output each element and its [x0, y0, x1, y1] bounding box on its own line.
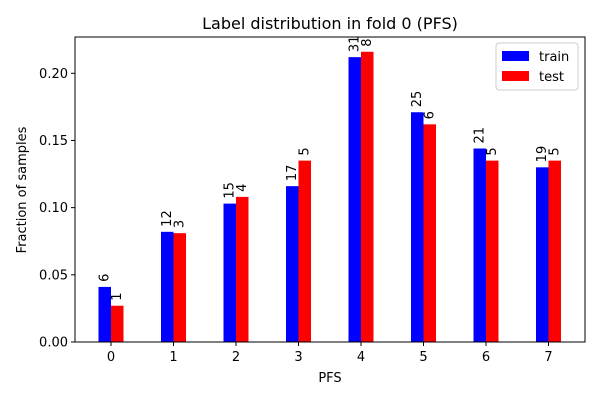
- count-label-test-2: 4: [235, 184, 250, 192]
- bar-train-4: [348, 57, 361, 343]
- count-label-train-0: 6: [98, 274, 113, 282]
- bar-test-4: [361, 51, 374, 343]
- count-label-train-5: 25: [410, 91, 425, 108]
- bar-train-7: [536, 167, 549, 342]
- bar-test-6: [486, 160, 499, 342]
- bar-test-7: [548, 160, 561, 342]
- y-axis-label: Fraction of samples: [15, 126, 30, 253]
- count-label-train-1: 12: [160, 210, 175, 227]
- count-label-train-6: 21: [473, 127, 488, 144]
- y-tick-label-0.10: 0.10: [39, 201, 68, 216]
- bar-train-1: [161, 231, 174, 342]
- x-tick-label-7: 7: [544, 350, 552, 365]
- bar-train-5: [411, 112, 424, 342]
- x-tick-label-6: 6: [482, 350, 490, 365]
- count-label-test-7: 5: [548, 147, 563, 155]
- y-tick-label-0.00: 0.00: [39, 336, 68, 351]
- count-label-test-4: 8: [360, 38, 375, 46]
- legend: train test: [495, 42, 579, 91]
- count-label-train-4: 31: [348, 36, 363, 53]
- bar-train-2: [223, 203, 236, 342]
- count-label-test-3: 5: [298, 147, 313, 155]
- count-label-test-0: 1: [110, 292, 125, 300]
- count-label-test-6: 5: [485, 147, 500, 155]
- x-tick-label-4: 4: [357, 350, 365, 365]
- x-tick-label-0: 0: [107, 350, 115, 365]
- x-axis-label: PFS: [318, 371, 341, 386]
- count-label-train-7: 19: [535, 146, 550, 163]
- bar-test-2: [236, 196, 249, 342]
- legend-label-train: train: [539, 50, 569, 65]
- legend-label-test: test: [539, 70, 564, 85]
- x-tick-label-5: 5: [419, 350, 427, 365]
- y-tick-label-0.15: 0.15: [39, 134, 68, 149]
- bar-train-3: [286, 186, 299, 342]
- bar-train-0: [98, 286, 111, 342]
- bar-test-0: [111, 305, 124, 342]
- count-label-test-5: 6: [423, 111, 438, 119]
- count-label-train-2: 15: [223, 182, 238, 199]
- legend-swatch-test: [502, 71, 529, 81]
- x-tick-label-1: 1: [169, 350, 177, 365]
- y-tick-label-0.05: 0.05: [39, 268, 68, 283]
- bar-train-6: [473, 148, 486, 342]
- legend-swatch-train: [502, 51, 529, 61]
- y-tick-label-0.20: 0.20: [39, 67, 68, 82]
- count-label-test-1: 3: [173, 220, 188, 228]
- x-tick-label-2: 2: [232, 350, 240, 365]
- bar-test-3: [298, 160, 311, 342]
- chart-title: Label distribution in fold 0 (PFS): [202, 14, 458, 33]
- count-label-train-3: 17: [285, 165, 300, 182]
- bar-test-5: [423, 124, 436, 342]
- plot-frame: [74, 36, 586, 343]
- bar-test-1: [173, 233, 186, 342]
- x-tick-label-3: 3: [294, 350, 302, 365]
